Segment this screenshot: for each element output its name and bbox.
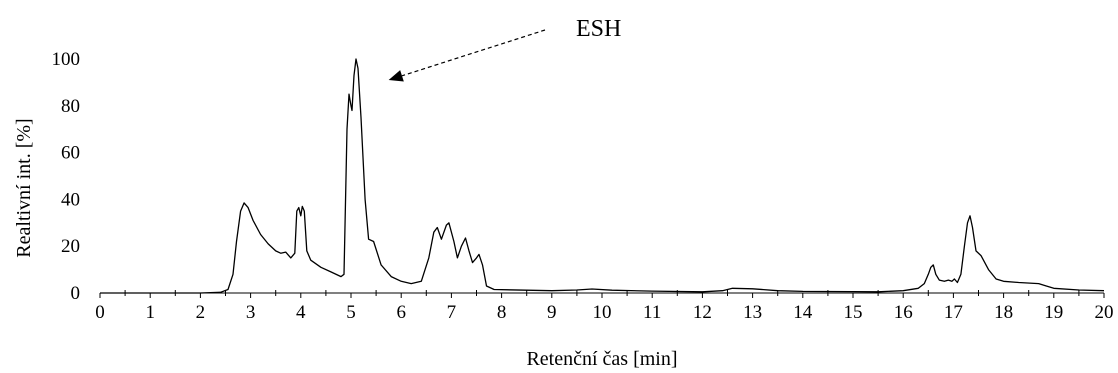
x-tick-label: 9 (547, 302, 557, 323)
x-tick-label: 15 (844, 302, 863, 323)
x-tick-label: 12 (693, 302, 712, 323)
y-tick-label: 0 (71, 283, 81, 304)
x-tick-label: 3 (246, 302, 256, 323)
y-tick-label: 100 (52, 49, 81, 70)
y-tick-label: 60 (61, 143, 80, 164)
annotation-label: ESH (576, 16, 621, 42)
x-tick-label: 16 (894, 302, 913, 323)
x-tick-label: 6 (396, 302, 406, 323)
y-tick-label: 20 (61, 236, 80, 257)
x-tick-label: 13 (743, 302, 762, 323)
x-tick-label: 14 (793, 302, 813, 323)
x-tick-label: 10 (593, 302, 612, 323)
annotation-arrow (401, 29, 546, 77)
x-tick-label: 17 (944, 302, 963, 323)
series-line (100, 58, 1105, 294)
y-tick-label: 80 (61, 96, 80, 117)
x-axis-ticks: 0 1 2 3 4 5 6 7 8 9 10 11 12 13 14 15 16 17 18 19 20 (95, 290, 1114, 323)
x-tick-label: 2 (196, 302, 206, 323)
x-tick-label: 18 (994, 302, 1013, 323)
x-tick-label: 8 (497, 302, 507, 323)
x-tick-label: 19 (1044, 302, 1063, 323)
y-axis-title: Realtivní int. [%] (13, 118, 35, 257)
x-tick-label: 1 (145, 302, 155, 323)
x-tick-label: 4 (296, 302, 306, 323)
x-tick-label: 7 (447, 302, 457, 323)
annotation-arrowhead (388, 70, 404, 82)
y-axis-ticks: 0 20 40 60 80 100 (52, 49, 81, 304)
x-axis-title: Retenční čas [min] (526, 348, 677, 370)
x-tick-label: 20 (1095, 302, 1114, 323)
x-tick-label: 0 (95, 302, 105, 323)
y-tick-label: 40 (61, 189, 80, 210)
x-tick-label: 11 (643, 302, 661, 323)
x-tick-label: 5 (346, 302, 356, 323)
